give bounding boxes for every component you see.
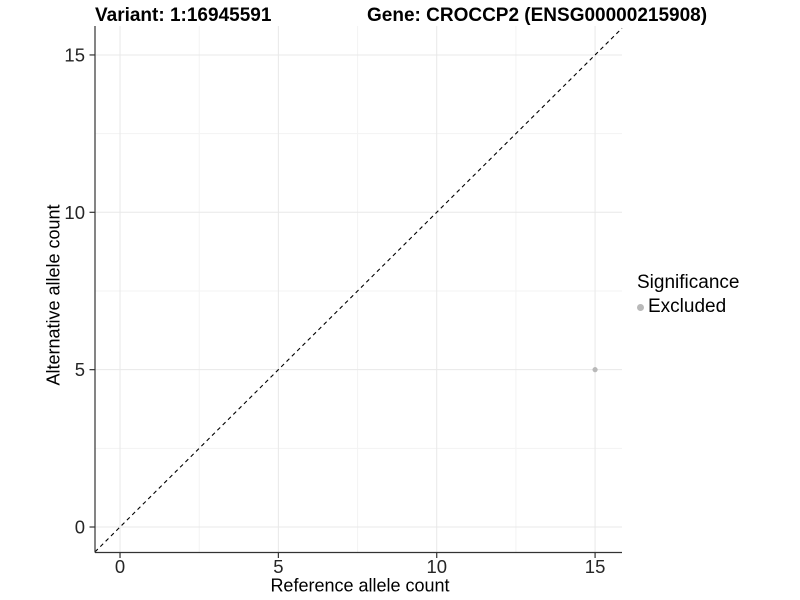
y-tick-label: 0: [75, 517, 85, 538]
legend-item-label: Excluded: [648, 296, 727, 317]
y-axis-title: Alternative allele count: [43, 204, 64, 386]
plot-title-gene: Gene: CROCCP2 (ENSG00000215908): [367, 5, 708, 26]
legend-point-icon: [637, 303, 644, 311]
data-point: [592, 367, 598, 373]
x-axis-title: Reference allele count: [270, 575, 450, 596]
legend-title: Significance: [637, 272, 740, 293]
x-tick-label: 15: [585, 556, 606, 577]
plot-title-variant: Variant: 1:16945591: [95, 5, 272, 26]
legend-item-excluded: Excluded: [637, 296, 739, 318]
x-tick-label: 5: [273, 556, 283, 577]
legend: Significance Excluded: [637, 272, 739, 318]
y-tick-label: 5: [75, 359, 85, 380]
x-tick-label: 10: [426, 556, 447, 577]
y-tick-label: 10: [64, 202, 85, 223]
identity-dashed-line: [94, 27, 623, 553]
x-tick-label: 0: [115, 556, 125, 577]
y-tick-label: 15: [64, 44, 85, 65]
